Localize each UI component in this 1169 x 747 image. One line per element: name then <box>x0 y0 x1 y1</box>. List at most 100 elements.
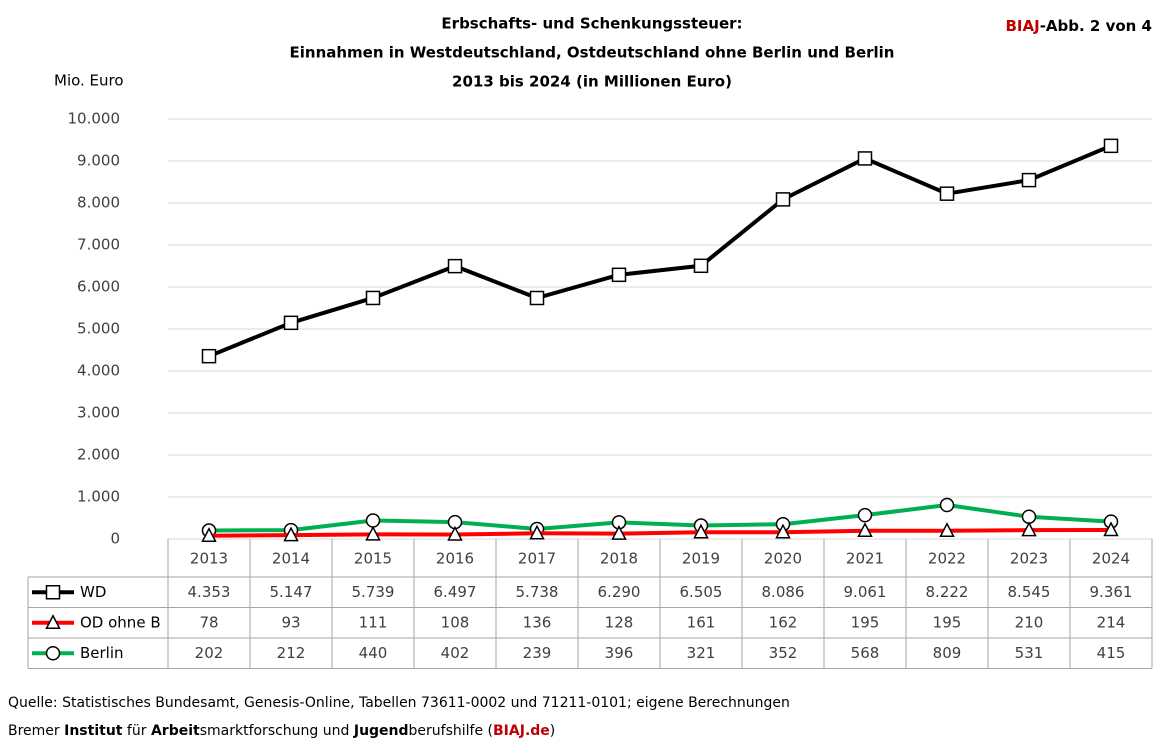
x-tick-label: 2014 <box>272 550 310 568</box>
table-value: 568 <box>851 644 880 662</box>
table-value: 415 <box>1097 644 1126 662</box>
x-tick-label: 2013 <box>190 550 228 568</box>
credit-part: Institut <box>64 723 123 739</box>
table-value: 321 <box>687 644 716 662</box>
marker <box>939 186 955 201</box>
y-tick-label: 1.000 <box>77 488 120 506</box>
credit-part: Bremer <box>8 723 64 739</box>
badge-text: -Abb. 2 von 4 <box>1040 17 1152 35</box>
marker <box>365 513 381 528</box>
y-tick-label: 9.000 <box>77 152 120 170</box>
y-tick-label: 0 <box>110 530 120 548</box>
marker <box>283 315 299 331</box>
credit: Bremer Institut für Arbeitsmarktforschun… <box>8 723 555 739</box>
table-value: 8.086 <box>762 583 805 601</box>
table-value: 195 <box>933 613 962 631</box>
x-tick-label: 2020 <box>764 550 802 568</box>
table-value: 6.505 <box>680 583 723 601</box>
badge: BIAJ-Abb. 2 von 4 <box>1005 17 1152 35</box>
x-tick-label: 2018 <box>600 550 638 568</box>
credit-part: für <box>122 723 150 739</box>
credit-part: Arbeit <box>151 723 200 739</box>
table-value: 214 <box>1097 613 1126 631</box>
legend-marker <box>45 585 61 600</box>
table-value: 210 <box>1015 613 1044 631</box>
table-value: 108 <box>441 613 470 631</box>
legend-label: OD ohne B <box>80 613 161 631</box>
table-value: 161 <box>687 613 716 631</box>
marker <box>365 525 381 541</box>
credit-part: ) <box>550 723 555 739</box>
y-tick-label: 5.000 <box>77 320 120 338</box>
table-value: 396 <box>605 644 634 662</box>
badge-brand: BIAJ <box>1005 17 1039 35</box>
marker <box>939 522 955 538</box>
table-value: 239 <box>523 644 552 662</box>
y-tick-label: 2.000 <box>77 446 120 464</box>
series-line <box>208 143 1112 359</box>
legend-label: Berlin <box>80 644 124 662</box>
marker <box>1021 509 1037 524</box>
x-tick-label: 2022 <box>928 550 966 568</box>
marker <box>1103 138 1119 154</box>
marker <box>775 192 791 207</box>
marker <box>283 526 299 542</box>
y-tick-label: 3.000 <box>77 404 120 422</box>
table-value: 8.222 <box>926 583 969 601</box>
credit-part: Jugend <box>353 723 409 739</box>
x-tick-label: 2024 <box>1092 550 1130 568</box>
legend-marker <box>45 646 61 661</box>
marker <box>529 290 545 306</box>
table-value: 78 <box>199 613 218 631</box>
chart-title: 2013 bis 2024 (in Millionen Euro) <box>452 73 732 91</box>
marker <box>857 522 873 538</box>
table-value: 136 <box>523 613 552 631</box>
marker <box>1103 521 1119 537</box>
marker <box>447 258 463 274</box>
chart-title: Erbschafts- und Schenkungssteuer: <box>441 15 742 33</box>
marker <box>611 524 627 540</box>
marker <box>693 523 709 539</box>
marker <box>365 290 381 306</box>
marker <box>939 497 955 513</box>
table-value: 93 <box>281 613 300 631</box>
table-value: 440 <box>359 644 388 662</box>
table-value: 4.353 <box>188 583 231 601</box>
marker <box>775 523 791 539</box>
table-value: 5.147 <box>270 583 313 601</box>
table-value: 6.290 <box>598 583 641 601</box>
marker <box>693 258 709 274</box>
table-value: 6.497 <box>434 583 477 601</box>
marker <box>529 524 545 540</box>
marker <box>1021 172 1037 188</box>
marker <box>201 348 217 364</box>
table-value: 212 <box>277 644 306 662</box>
table-value: 9.061 <box>844 583 887 601</box>
x-tick-label: 2019 <box>682 550 720 568</box>
table-value: 531 <box>1015 644 1044 662</box>
table-value: 195 <box>851 613 880 631</box>
x-tick-label: 2023 <box>1010 550 1048 568</box>
credit-part: smarktforschung und <box>200 723 354 739</box>
table-value: 5.739 <box>352 583 395 601</box>
y-axis-label: Mio. Euro <box>54 72 124 90</box>
table-value: 162 <box>769 613 798 631</box>
y-tick-label: 7.000 <box>77 236 120 254</box>
x-tick-label: 2015 <box>354 550 392 568</box>
y-tick-label: 4.000 <box>77 362 120 380</box>
x-tick-label: 2017 <box>518 550 556 568</box>
table-value: 111 <box>359 613 388 631</box>
y-tick-label: 6.000 <box>77 278 120 296</box>
y-tick-label: 10.000 <box>68 110 121 128</box>
table-value: 5.738 <box>516 583 559 601</box>
marker <box>857 507 873 523</box>
marker <box>611 267 627 283</box>
source: Quelle: Statistisches Bundesamt, Genesis… <box>8 695 790 711</box>
series-line <box>208 503 1112 533</box>
marker <box>201 527 217 542</box>
table-value: 809 <box>933 644 962 662</box>
marker <box>857 151 873 166</box>
credit-part: BIAJ.de <box>493 723 550 739</box>
